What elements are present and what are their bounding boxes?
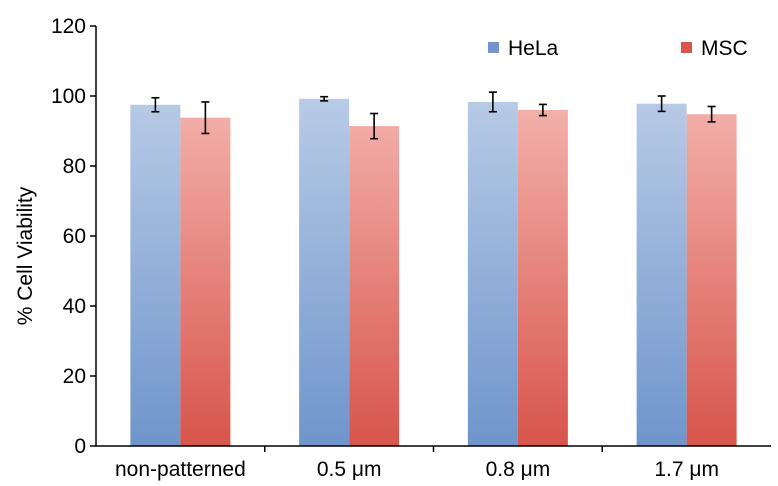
x-tick-label: 0.5 μm — [317, 458, 382, 481]
bar-msc-0 — [180, 117, 231, 446]
bar-msc-1 — [349, 126, 400, 446]
bar-hela-0 — [130, 104, 181, 446]
x-tick-label: 1.7 μm — [654, 458, 719, 481]
error-bar-msc-0 — [201, 101, 210, 135]
y-axis-label: % Cell Viability — [14, 186, 37, 325]
y-tick-label: 80 — [63, 155, 86, 178]
axes: non-patterned 0.5 μm 0.8 μm 1.7 μm 0 20 40 60 80… — [51, 15, 771, 481]
bars — [130, 91, 737, 447]
error-bar-hela-1 — [320, 95, 329, 102]
y-tick-label: 60 — [63, 225, 86, 248]
bar-msc-2 — [517, 110, 568, 446]
bar-hela-3 — [636, 103, 687, 446]
error-bar-hela-0 — [151, 96, 160, 113]
x-tick-label: 0.8 μm — [486, 458, 551, 481]
legend: HeLa MSC — [488, 37, 748, 60]
y-tick-label: 40 — [63, 295, 86, 318]
error-bar-msc-3 — [707, 105, 716, 123]
error-bar-msc-2 — [538, 103, 547, 117]
y-tick-label: 0 — [74, 435, 86, 458]
x-tick-label: non-patterned — [115, 458, 246, 481]
legend-swatch-msc — [681, 42, 692, 53]
bar-hela-2 — [467, 101, 518, 446]
y-tick-label: 120 — [51, 15, 86, 38]
error-bar-msc-1 — [370, 112, 379, 140]
legend-swatch-hela — [488, 42, 499, 53]
bar-hela-1 — [299, 98, 350, 447]
y-tick-label: 100 — [51, 85, 86, 108]
y-tick-label: 20 — [63, 365, 86, 388]
legend-label-msc: MSC — [701, 37, 748, 60]
bar-msc-3 — [686, 114, 737, 446]
error-bar-hela-2 — [488, 91, 497, 113]
legend-label-hela: HeLa — [508, 37, 559, 60]
error-bar-hela-3 — [657, 95, 666, 113]
